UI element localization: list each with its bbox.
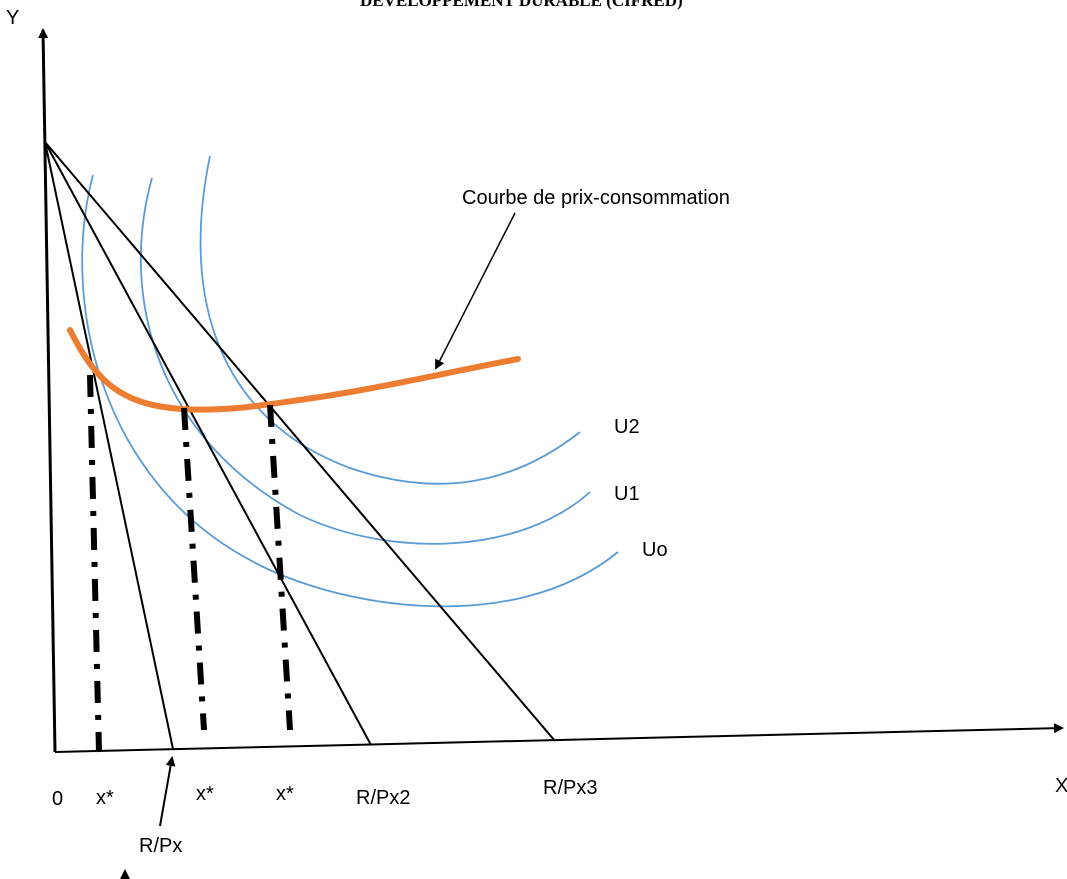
budget-line-r-px2 [44, 141, 372, 746]
u1-label: U1 [614, 483, 640, 505]
indifference-curve-u1 [140, 177, 591, 545]
r-px-label: R/Px [139, 835, 182, 857]
indifference-curve-uo [81, 174, 619, 608]
projection-line-1 [87, 374, 102, 753]
projection-line-3 [267, 404, 293, 731]
x-axis [54, 723, 1064, 753]
x-axis-label: X [1055, 775, 1067, 797]
u2-label: U2 [614, 416, 640, 438]
budget-line-r-px3 [44, 141, 556, 742]
indifference-curve-u2 [199, 155, 581, 485]
r-px2-label: R/Px2 [356, 787, 410, 809]
price-consumption-curve [67, 327, 521, 413]
budget-lines [44, 141, 556, 750]
page-header: DEVELOPPEMENT DURABLE (CIFRED) [360, 0, 683, 10]
r-px-pointer-arrow [159, 756, 176, 827]
x-star-label-3: x* [276, 783, 294, 805]
y-axis-label: Y [6, 7, 19, 29]
x-star-label-1: x* [96, 787, 114, 809]
indifference-curves [81, 155, 619, 608]
cropped-arrow-icon [120, 869, 130, 879]
uo-label: Uo [642, 539, 668, 561]
optimum-projections [87, 374, 293, 753]
price-consumption-label: Courbe de prix-consommation [462, 187, 730, 209]
projection-line-2 [181, 407, 207, 731]
origin-label: 0 [52, 788, 63, 810]
budget-line-r-px [44, 141, 174, 750]
r-px3-label: R/Px3 [543, 777, 597, 799]
label-pointer-arrow [435, 212, 516, 370]
x-star-label-2: x* [196, 783, 214, 805]
y-axis [38, 28, 57, 753]
